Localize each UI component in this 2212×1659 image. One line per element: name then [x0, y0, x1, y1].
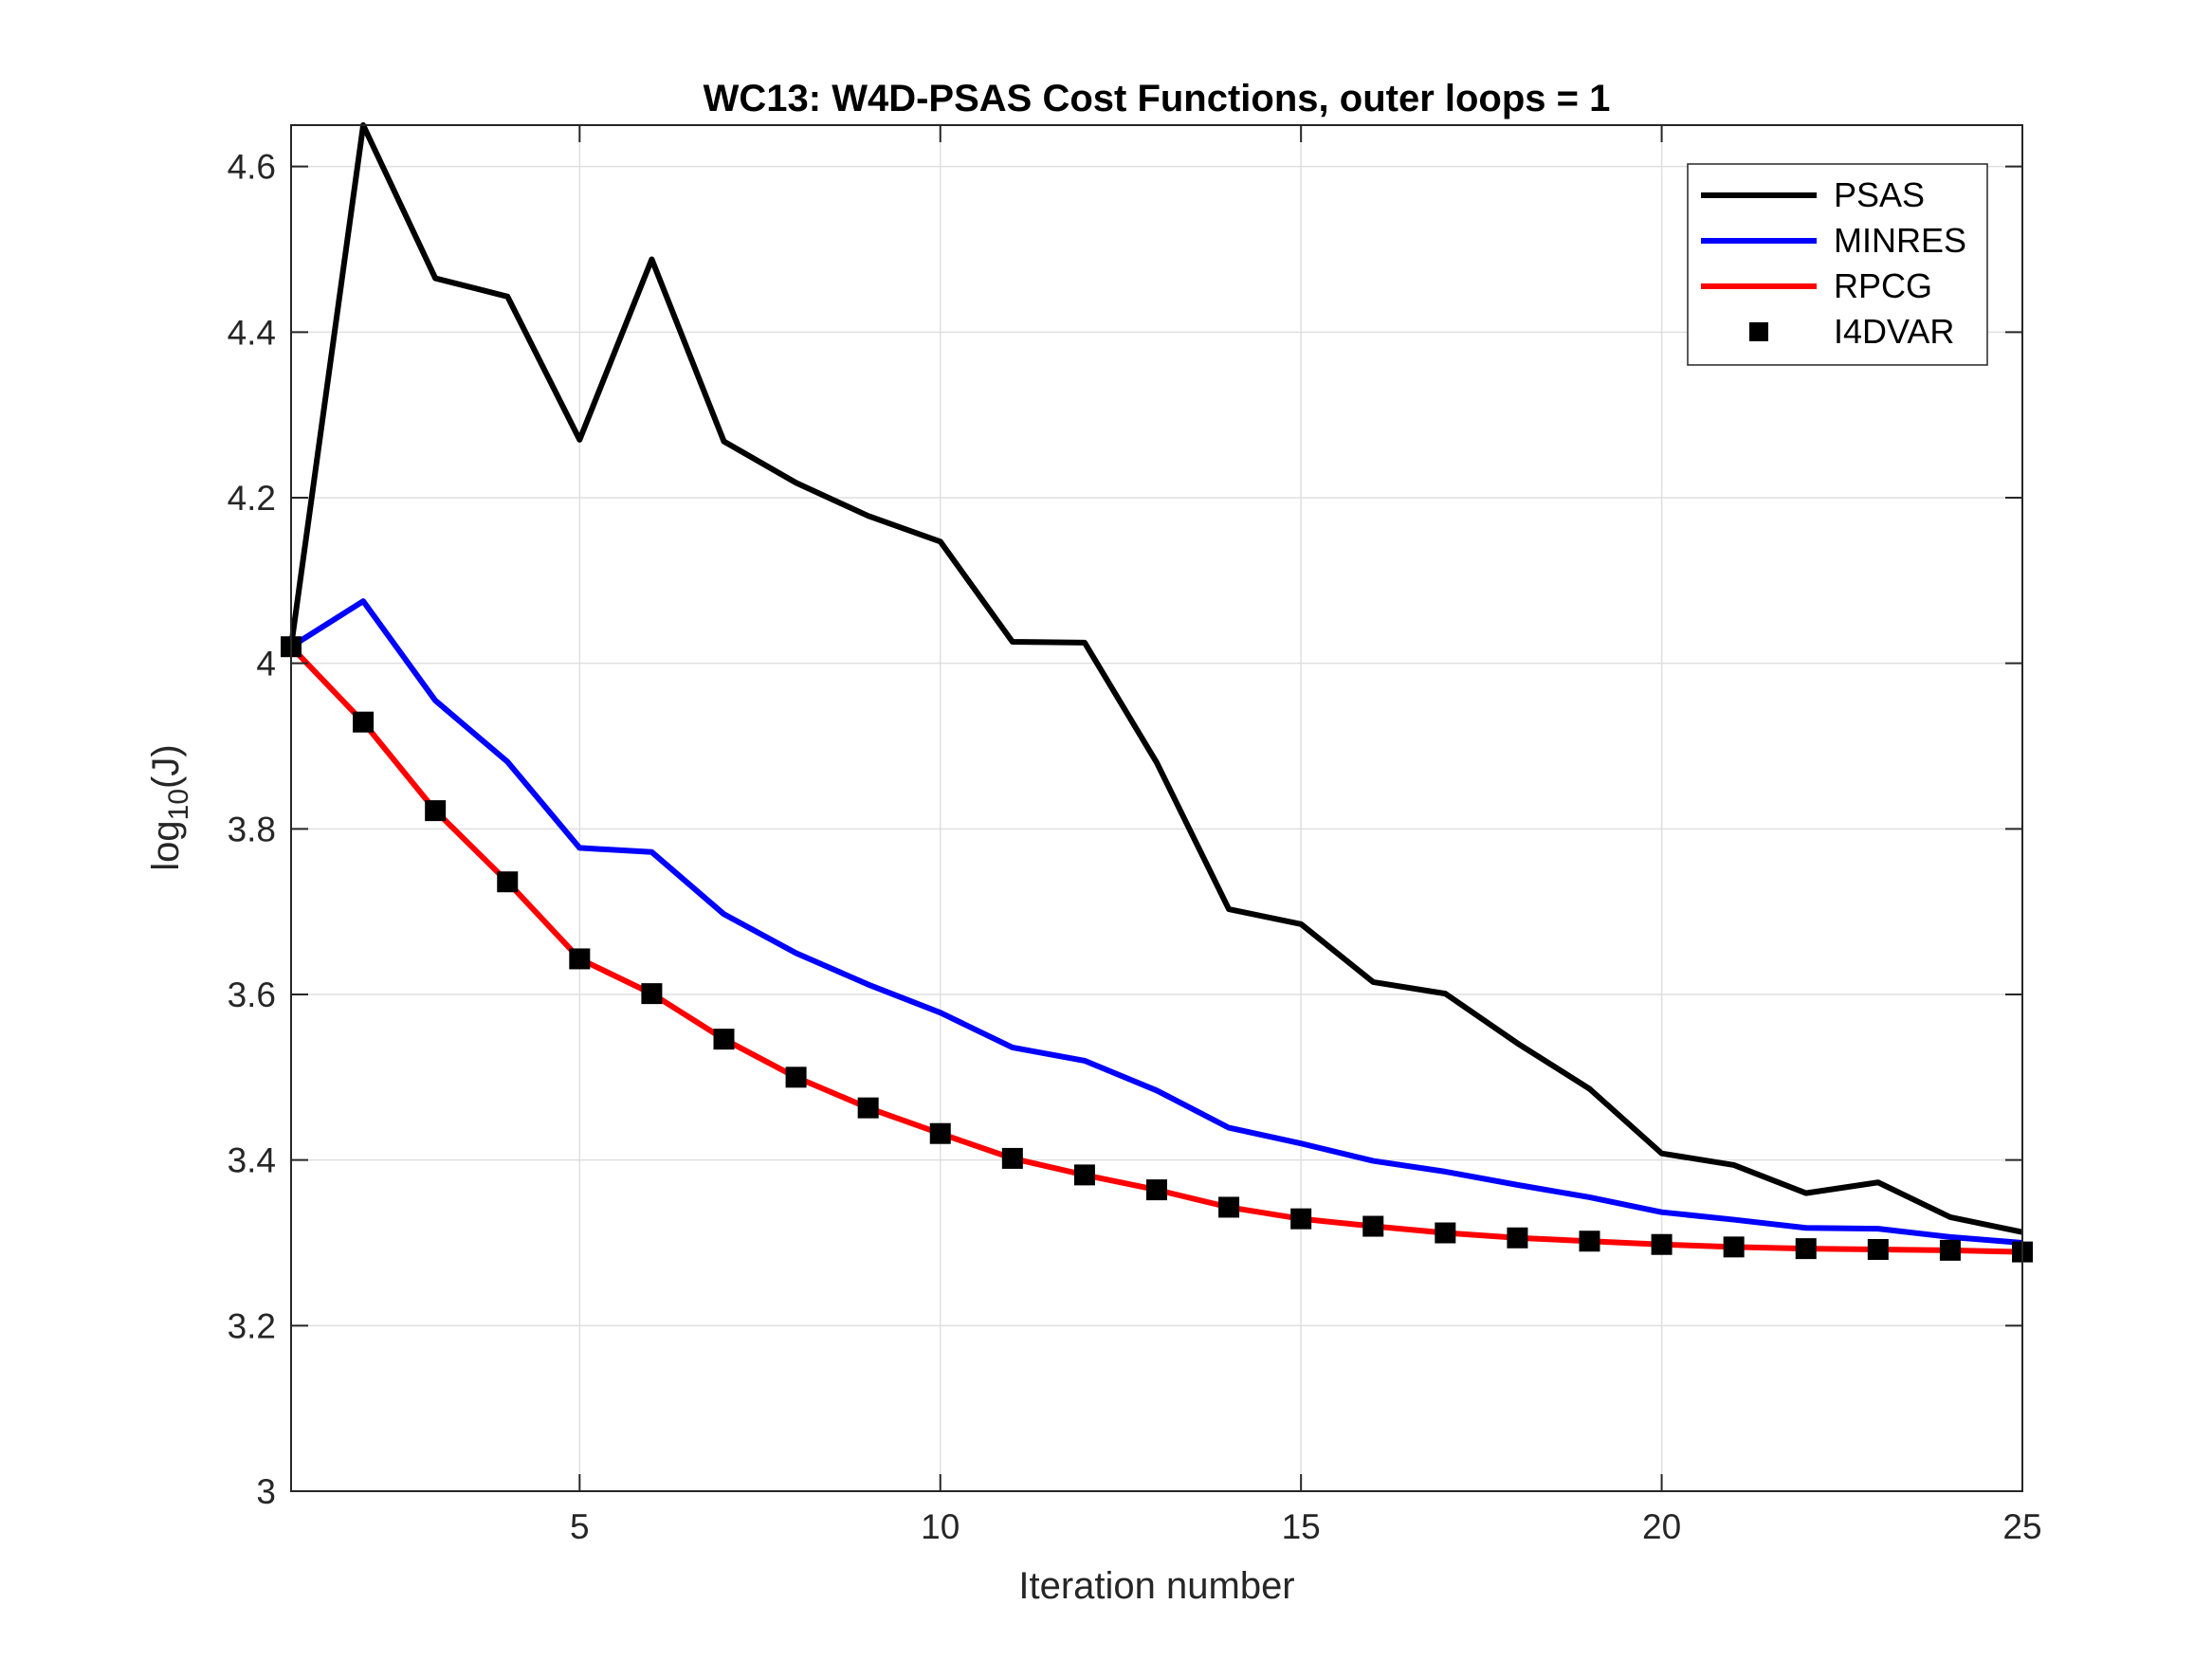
series-line-minres	[289, 598, 2023, 1246]
x-tick-label: 15	[1282, 1507, 1321, 1546]
y-axis-label: log10(J)	[145, 744, 194, 870]
x-tick-label: 25	[2002, 1507, 2041, 1546]
marker-i4dvar	[1723, 1236, 1745, 1258]
y-tick-label: 3.6	[228, 975, 276, 1014]
marker-i4dvar	[785, 1066, 807, 1088]
x-tick-label: 10	[921, 1507, 960, 1546]
x-tick-label: 5	[570, 1507, 590, 1546]
marker-i4dvar	[1146, 1179, 1167, 1201]
series-markers	[281, 636, 2033, 1263]
legend-label-psas: PSAS	[1834, 175, 1925, 214]
marker-i4dvar	[1939, 1239, 1961, 1261]
marker-i4dvar	[1362, 1215, 1384, 1237]
legend: PSAS MINRES RPCG I4DVAR	[1687, 163, 1988, 366]
y-tick-label: 4.4	[228, 313, 276, 352]
y-tick-label: 4	[256, 645, 276, 684]
marker-i4dvar	[1795, 1238, 1817, 1260]
marker-i4dvar	[1651, 1233, 1673, 1255]
marker-i4dvar	[497, 871, 519, 893]
x-tick-label: 20	[1642, 1507, 1681, 1546]
marker-i4dvar	[1435, 1222, 1456, 1244]
marker-i4dvar	[641, 983, 663, 1005]
x-axis-label: Iteration number	[1018, 1565, 1294, 1607]
marker-i4dvar	[713, 1029, 735, 1050]
marker-i4dvar	[929, 1122, 951, 1144]
legend-label-minres: MINRES	[1834, 221, 1966, 260]
y-tick-label: 3	[256, 1472, 276, 1511]
y-tick-label: 3.8	[228, 810, 276, 848]
marker-i4dvar	[1867, 1238, 1889, 1260]
marker-i4dvar	[857, 1097, 879, 1119]
legend-swatch-i4dvar	[1749, 322, 1768, 341]
legend-label-i4dvar: I4DVAR	[1834, 312, 1954, 351]
y-tick-label: 3.4	[228, 1141, 276, 1180]
marker-i4dvar	[569, 948, 591, 970]
marker-i4dvar	[1290, 1208, 1312, 1230]
marker-i4dvar	[425, 800, 447, 822]
y-tick-label: 4.6	[228, 148, 276, 187]
marker-i4dvar	[353, 711, 375, 733]
marker-i4dvar	[1579, 1231, 1600, 1252]
y-tick-label: 3.2	[228, 1306, 276, 1345]
y-tick-label: 4.2	[228, 479, 276, 518]
marker-i4dvar	[1073, 1164, 1095, 1186]
marker-i4dvar	[1001, 1147, 1023, 1169]
ticks	[291, 125, 2023, 1492]
y-axis-label-subscript: 10	[163, 789, 194, 820]
tick-labels: 5 10 15 20 25 3 3.2 3.4 3.6 3.8 4 4.2 4.4 4.6	[228, 148, 2042, 1546]
legend-label-rpcg: RPCG	[1834, 266, 1932, 305]
plot-frame	[290, 124, 2023, 1492]
marker-i4dvar	[1218, 1196, 1240, 1218]
series-line-psas	[288, 122, 2023, 1235]
marker-i4dvar	[1507, 1227, 1528, 1249]
chart-title: WC13: W4D-PSAS Cost Functions, outer loo…	[704, 78, 1611, 119]
y-axis-label-suffix: (J)	[145, 744, 187, 789]
y-axis-label-base: log	[145, 820, 187, 870]
